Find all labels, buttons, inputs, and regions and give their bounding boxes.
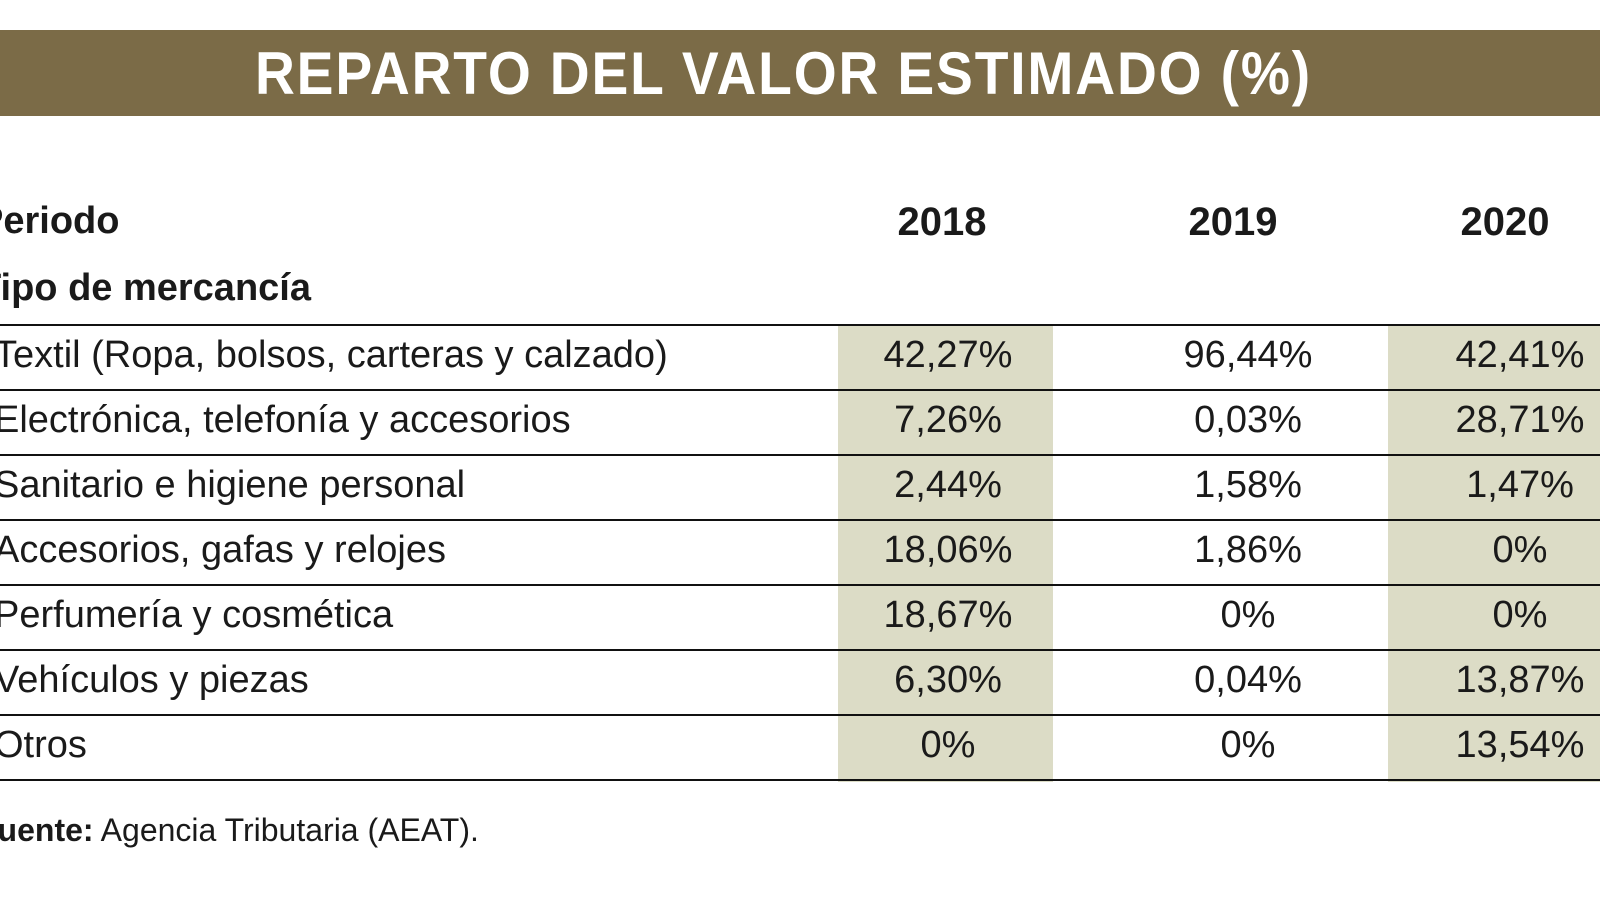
cell-2018: 42,27% [883,334,1013,376]
merchandise-type-header: Tipo de mercancía [0,267,311,309]
table-row: Perfumería y cosmética 18,67% 0% 0% [0,584,1600,649]
table-title: REPARTO DEL VALOR ESTIMADO (%) [254,39,1312,107]
cell-2020: 1,47% [1466,464,1574,506]
cell-2018: 18,06% [883,529,1013,571]
cell-2019: 1,86% [1194,529,1302,571]
row-label: Accesorios, gafas y relojes [0,529,446,571]
year-header-2018: 2018 [897,200,987,244]
source-label: Fuente: [0,812,94,848]
cell-2019: 0% [1220,724,1276,766]
period-header: Periodo [0,200,120,242]
cell-2018: 0% [920,724,976,766]
row-label: Textil (Ropa, bolsos, carteras y calzado… [0,334,668,376]
cell-2019: 0,03% [1194,399,1302,441]
row-label: Otros [0,724,87,766]
year-header-2019: 2019 [1188,200,1278,244]
table-row: Electrónica, telefonía y accesorios 7,26%… [0,389,1600,454]
cell-2020: 13,54% [1455,724,1585,766]
cell-2020: 42,41% [1455,334,1585,376]
cell-2018: 6,30% [894,659,1002,701]
cell-2019: 1,58% [1194,464,1302,506]
row-label: Electrónica, telefonía y accesorios [0,399,571,441]
table-row: Accesorios, gafas y relojes 18,06% 1,86% 0% [0,519,1600,584]
cell-2020: 28,71% [1455,399,1585,441]
cell-2018: 7,26% [894,399,1002,441]
shaded-column-2018 [838,326,1053,782]
source-text: Agencia Tributaria (AEAT). [93,812,479,848]
cell-2020: 13,87% [1455,659,1585,701]
table-row: Otros 0% 0% 13,54% [0,714,1600,781]
cell-2020: 0% [1492,594,1548,636]
title-bar: REPARTO DEL VALOR ESTIMADO (%) [0,30,1600,116]
source-note: Fuente: Agencia Tributaria (AEAT). [0,812,479,849]
data-table: Textil (Ropa, bolsos, carteras y calzado… [0,324,1600,781]
cell-2018: 2,44% [894,464,1002,506]
row-label: Vehículos y piezas [0,659,309,701]
row-label: Sanitario e higiene personal [0,464,466,506]
table-row: Vehículos y piezas 6,30% 0,04% 13,87% [0,649,1600,714]
cell-2020: 0% [1492,529,1548,571]
table-row: Sanitario e higiene personal 2,44% 1,58% 1,… [0,454,1600,519]
cell-2019: 96,44% [1183,334,1313,376]
table-row: Textil (Ropa, bolsos, carteras y calzado… [0,324,1600,389]
cell-2018: 18,67% [883,594,1013,636]
row-label: Perfumería y cosmética [0,594,394,636]
cell-2019: 0,04% [1194,659,1302,701]
year-header-2020: 2020 [1460,200,1550,244]
cell-2019: 0% [1220,594,1276,636]
shaded-column-2020 [1388,326,1600,782]
